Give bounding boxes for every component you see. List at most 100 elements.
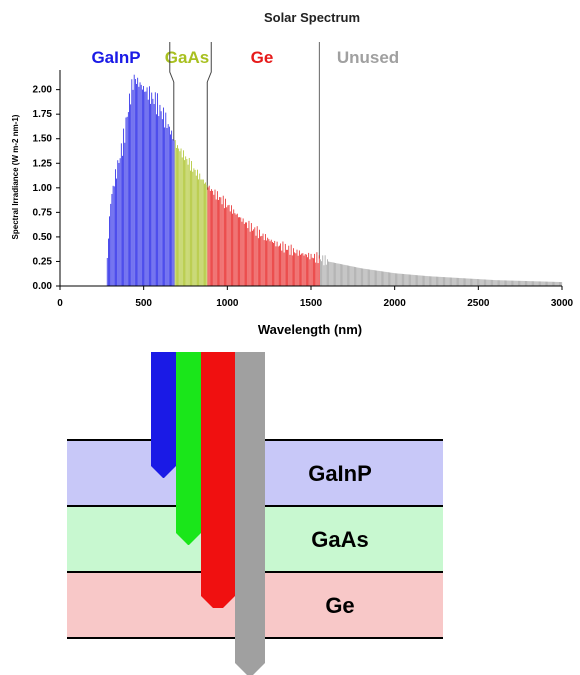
spectrum-bar xyxy=(409,274,410,286)
spectrum-bar xyxy=(222,195,224,286)
spectrum-bar xyxy=(398,273,400,286)
spectrum-bar xyxy=(361,268,362,286)
spectrum-bar xyxy=(425,275,427,286)
spectrum-bar xyxy=(321,261,322,286)
spectrum-bar xyxy=(314,253,315,286)
spectrum-bar xyxy=(198,179,199,286)
spectrum-bar xyxy=(247,228,249,286)
spectrum-bar xyxy=(342,264,344,286)
spectrum-bar xyxy=(284,243,286,286)
spectrum-bar xyxy=(464,278,465,286)
y-tick-label: 0.00 xyxy=(33,281,53,292)
spectrum-bar xyxy=(166,127,168,286)
spectrum-bars xyxy=(106,74,563,287)
spectrum-bar xyxy=(452,277,454,286)
spectrum-bar xyxy=(337,263,339,286)
spectrum-bar xyxy=(481,279,483,286)
spectrum-bar xyxy=(478,279,479,286)
spectrum-bar xyxy=(297,255,299,286)
spectrum-bar xyxy=(404,274,406,286)
spectrum-bar xyxy=(145,91,147,286)
spectrum-bar xyxy=(417,275,419,286)
layer-label-gaas: GaAs xyxy=(311,527,368,552)
spectrum-bar xyxy=(379,271,381,286)
spectrum-bar xyxy=(420,275,422,286)
spectrum-bar xyxy=(293,248,294,286)
spectrum-bar xyxy=(132,89,134,287)
spectrum-bar xyxy=(231,205,232,286)
spectrum-bar xyxy=(492,279,493,286)
spectrum-bar xyxy=(304,254,306,286)
spectrum-bar xyxy=(136,83,137,286)
x-tick-label: 0 xyxy=(57,298,63,309)
spectrum-bar xyxy=(349,265,351,286)
spectrum-bar xyxy=(471,278,472,286)
spectrum-bar xyxy=(555,281,557,286)
spectrum-bar xyxy=(365,268,367,286)
spectrum-bar xyxy=(547,281,549,286)
spectrum-bar xyxy=(131,79,133,286)
spectrum-bar xyxy=(380,271,382,286)
spectrum-bar xyxy=(195,175,197,286)
spectrum-bar xyxy=(115,169,116,286)
spectrum-bar xyxy=(387,272,389,286)
spectrum-bar xyxy=(229,211,231,286)
spectrum-bar xyxy=(357,267,359,286)
spectrum-bar xyxy=(106,257,108,286)
spectrum-bar xyxy=(308,252,310,286)
spectrum-bar xyxy=(450,277,451,286)
spectrum-bar xyxy=(141,89,143,286)
spectrum-bar xyxy=(371,269,373,286)
spectrum-bar xyxy=(557,281,559,286)
spectrum-bar xyxy=(150,103,151,286)
spectrum-bar xyxy=(272,241,273,286)
spectrum-bar xyxy=(493,280,495,286)
y-tick-label: 1.50 xyxy=(33,134,53,145)
x-axis-label: Wavelength (nm) xyxy=(258,322,362,337)
x-tick-label: 500 xyxy=(135,298,152,309)
spectrum-bar xyxy=(414,275,416,286)
spectrum-bar xyxy=(236,213,238,286)
y-tick-label: 1.00 xyxy=(33,183,53,194)
spectrum-bar xyxy=(475,278,477,286)
spectrum-bar xyxy=(407,274,409,286)
spectrum-bar xyxy=(324,255,326,286)
spectrum-bar xyxy=(289,254,291,286)
spectrum-bar xyxy=(134,79,136,286)
spectrum-bar xyxy=(269,241,271,286)
spectrum-bar xyxy=(412,274,414,286)
spectrum-bar xyxy=(139,82,141,286)
spectrum-bar xyxy=(437,276,438,286)
spectrum-bar xyxy=(267,237,269,286)
layer-label-ge: Ge xyxy=(325,593,354,618)
spectrum-bar xyxy=(310,253,312,286)
spectrum-bar xyxy=(537,281,539,286)
spectrum-bar xyxy=(479,279,481,286)
spectrum-bar xyxy=(317,263,319,286)
region-divider-lines xyxy=(169,42,320,259)
spectrum-bar xyxy=(252,230,253,286)
spectrum-bar xyxy=(286,249,287,286)
spectrum-bar xyxy=(157,93,158,286)
spectrum-bar xyxy=(218,200,219,286)
spectrum-bar xyxy=(257,238,259,286)
spectrum-bar xyxy=(350,266,352,286)
spectrum-bar xyxy=(364,268,366,286)
spectrum-bar xyxy=(206,184,208,286)
spectrum-bar xyxy=(172,139,174,286)
spectrum-bar xyxy=(243,223,245,286)
spectrum-bar xyxy=(127,112,129,286)
spectrum-bar xyxy=(348,265,349,286)
spectrum-bar xyxy=(468,278,470,286)
spectrum-bar xyxy=(546,281,547,286)
spectrum-bar xyxy=(346,265,348,286)
spectrum-bar xyxy=(153,104,155,287)
spectrum-bar xyxy=(499,280,501,286)
spectrum-bar xyxy=(561,282,563,286)
y-tick-label: 0.50 xyxy=(33,232,53,243)
spectrum-bar xyxy=(164,127,166,287)
x-tick-label: 3000 xyxy=(551,298,574,309)
spectrum-bar xyxy=(109,216,110,286)
gray-light-beam xyxy=(235,352,265,675)
spectrum-bar xyxy=(123,128,125,286)
